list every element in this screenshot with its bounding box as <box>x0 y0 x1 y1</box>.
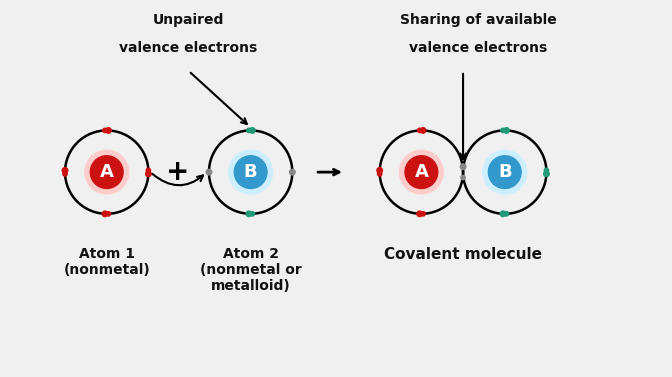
Circle shape <box>206 169 212 175</box>
Circle shape <box>417 128 422 133</box>
Circle shape <box>290 169 295 175</box>
Text: A: A <box>415 163 428 181</box>
Text: +: + <box>167 158 190 186</box>
Circle shape <box>247 128 251 133</box>
Circle shape <box>400 150 444 194</box>
Circle shape <box>102 211 108 217</box>
Circle shape <box>417 211 423 217</box>
Circle shape <box>501 128 505 133</box>
Circle shape <box>146 171 151 177</box>
Circle shape <box>106 211 111 216</box>
Circle shape <box>146 168 151 173</box>
Text: A: A <box>99 163 114 181</box>
Text: Atom 2
(nonmetal or
metalloid): Atom 2 (nonmetal or metalloid) <box>200 247 302 293</box>
Text: valence electrons: valence electrons <box>120 41 258 55</box>
Circle shape <box>90 156 123 188</box>
Circle shape <box>544 168 548 173</box>
Circle shape <box>504 211 509 216</box>
Circle shape <box>228 150 272 194</box>
Circle shape <box>504 128 509 133</box>
Circle shape <box>489 156 521 188</box>
Circle shape <box>405 156 437 188</box>
Circle shape <box>420 128 426 133</box>
Circle shape <box>500 211 506 217</box>
Circle shape <box>250 211 255 216</box>
Circle shape <box>378 172 382 176</box>
Text: B: B <box>244 163 257 181</box>
Circle shape <box>62 168 68 173</box>
Text: Unpaired: Unpaired <box>153 13 224 27</box>
Circle shape <box>421 211 425 216</box>
Circle shape <box>460 164 466 169</box>
Circle shape <box>461 175 465 180</box>
Text: B: B <box>498 163 511 181</box>
Circle shape <box>62 172 67 176</box>
Circle shape <box>246 211 252 217</box>
Circle shape <box>377 168 382 173</box>
Circle shape <box>544 171 549 177</box>
Text: Covalent molecule: Covalent molecule <box>384 247 542 262</box>
Circle shape <box>249 128 255 133</box>
Text: Sharing of available: Sharing of available <box>400 13 556 27</box>
Circle shape <box>85 150 128 194</box>
Circle shape <box>483 150 527 194</box>
Circle shape <box>106 128 112 133</box>
Circle shape <box>235 156 267 188</box>
Text: Atom 1
(nonmetal): Atom 1 (nonmetal) <box>63 247 150 277</box>
Circle shape <box>103 128 107 133</box>
Text: valence electrons: valence electrons <box>409 41 547 55</box>
